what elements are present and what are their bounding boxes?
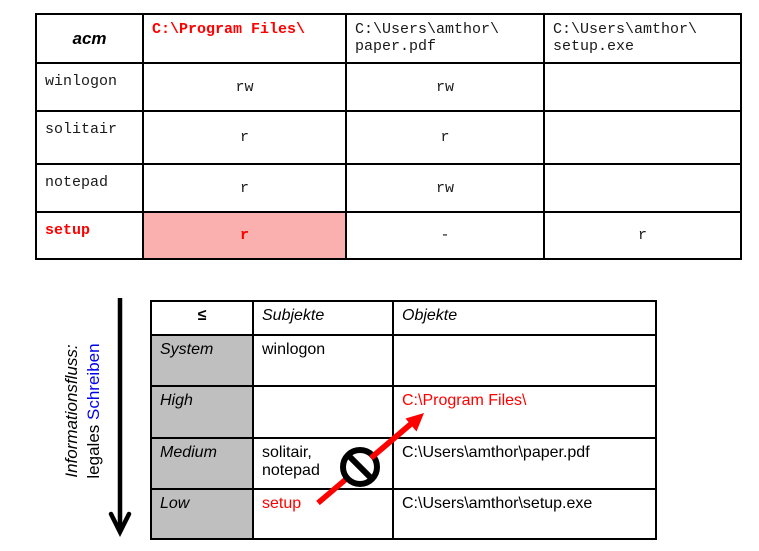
acm-cell: rw <box>142 62 347 112</box>
flow-label-line1: Informationsfluss: <box>62 344 81 478</box>
acm-col-header-line: C:\Users\amthor\ <box>355 21 500 38</box>
lattice-objects-cell: C:\Users\amthor\paper.pdf <box>392 437 657 490</box>
lattice-row-low: Low setup C:\Users\amthor\setup.exe <box>150 488 657 540</box>
acm-col-header-setup-exe: C:\Users\amthor\ setup.exe <box>543 13 742 64</box>
acm-subject-winlogon: winlogon <box>35 62 144 112</box>
lattice-row-medium: Medium solitair, notepad C:\Users\amthor… <box>150 437 657 490</box>
acm-col-header-program-files: C:\Program Files\ <box>142 13 347 64</box>
lattice-header-subjects: Subjekte <box>252 300 394 336</box>
lattice-subjects-line: notepad <box>262 462 320 479</box>
acm-cell <box>543 163 742 213</box>
acm-cell-highlighted: r <box>142 211 347 260</box>
lattice-level-low: Low <box>150 488 254 540</box>
acm-corner-label: acm <box>35 13 144 64</box>
lattice-table: ≤ Subjekte Objekte System winlogon High … <box>150 300 657 540</box>
lattice-objects-cell-program-files: C:\Program Files\ <box>392 385 657 439</box>
legal-flow-down-arrow-icon <box>108 298 132 538</box>
lattice-subjects-line: solitair, <box>262 444 312 461</box>
acm-row-setup: setup r - r <box>35 211 742 260</box>
lattice-header-order: ≤ <box>150 300 254 336</box>
acm-row-winlogon: winlogon rw rw <box>35 62 742 112</box>
flow-label-line2: legales Schreiben <box>83 316 105 506</box>
acm-row-notepad: notepad r rw <box>35 163 742 213</box>
acm-cell: rw <box>345 62 545 112</box>
acm-table: acm C:\Program Files\ C:\Users\amthor\ p… <box>35 13 742 260</box>
acm-subject-solitair: solitair <box>35 110 144 165</box>
lattice-level-high: High <box>150 385 254 439</box>
acm-cell: r <box>142 163 347 213</box>
information-flow-label: Informationsfluss: legales Schreiben <box>61 316 107 506</box>
acm-cell: r <box>345 110 545 165</box>
lattice-row-high: High C:\Program Files\ <box>150 385 657 439</box>
flow-label-schreiben: Schreiben <box>84 343 103 420</box>
lattice-subjects-cell <box>252 385 394 439</box>
acm-col-header-line: C:\Program Files\ <box>152 21 306 38</box>
lattice-row-system: System winlogon <box>150 334 657 387</box>
lattice-subjects-cell-setup: setup <box>252 488 394 540</box>
acm-cell: r <box>543 211 742 260</box>
lattice-objects-cell: C:\Users\amthor\setup.exe <box>392 488 657 540</box>
acm-col-header-line: C:\Users\amthor\ <box>553 21 698 38</box>
acm-row-solitair: solitair r r <box>35 110 742 165</box>
acm-cell <box>543 62 742 112</box>
lattice-objects-cell <box>392 334 657 387</box>
lattice-level-medium: Medium <box>150 437 254 490</box>
acm-col-header-paper-pdf: C:\Users\amthor\ paper.pdf <box>345 13 545 64</box>
lattice-header-objects: Objekte <box>392 300 657 336</box>
acm-cell: r <box>142 110 347 165</box>
lattice-subjects-cell: solitair, notepad <box>252 437 394 490</box>
acm-subject-setup: setup <box>35 211 144 260</box>
acm-cell: rw <box>345 163 545 213</box>
acm-subject-notepad: notepad <box>35 163 144 213</box>
lattice-level-system: System <box>150 334 254 387</box>
acm-cell: - <box>345 211 545 260</box>
acm-col-header-line: paper.pdf <box>355 38 437 55</box>
lattice-subjects-cell: winlogon <box>252 334 394 387</box>
flow-label-legales: legales <box>84 424 103 479</box>
acm-cell <box>543 110 742 165</box>
acm-col-header-line: setup.exe <box>553 38 635 55</box>
